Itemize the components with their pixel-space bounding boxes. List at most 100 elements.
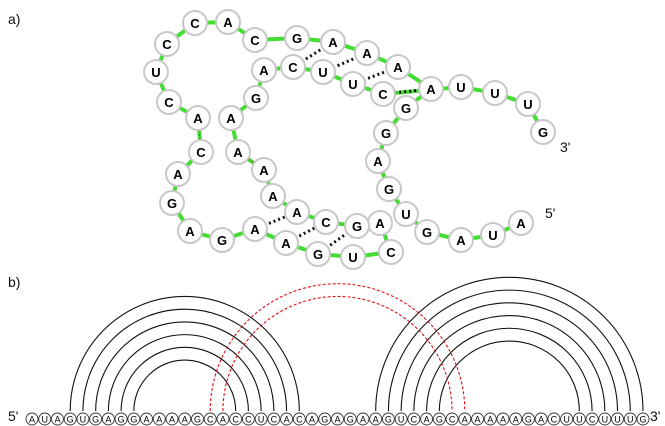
- nucleotide-label: A: [426, 82, 436, 97]
- base-pair-arc: [400, 302, 619, 412]
- nucleotide-label: A: [516, 216, 526, 231]
- nucleotide-node: G: [414, 219, 440, 245]
- sequence-letter: C: [449, 415, 456, 425]
- base-pair-arc: [133, 359, 237, 412]
- nucleotide-label: G: [422, 225, 432, 240]
- sequence-nucleotide: U: [623, 412, 637, 426]
- sequence-letter: C: [245, 415, 252, 425]
- sequence-letter: C: [271, 415, 278, 425]
- base-pair-arc: [82, 308, 288, 412]
- nucleotide-label: U: [401, 207, 410, 222]
- sequence-letter: C: [296, 415, 303, 425]
- sequence-nucleotide: G: [432, 412, 446, 426]
- nucleotide-label: G: [217, 233, 227, 248]
- sequence-nucleotide: C: [585, 412, 599, 426]
- sequence-letter: G: [347, 415, 354, 425]
- sequence-letter: C: [589, 415, 596, 425]
- nucleotide-label: U: [488, 228, 497, 243]
- nucleotide-node: G: [373, 120, 399, 146]
- nucleotide-node: A: [251, 57, 277, 83]
- nucleotide-node: G: [243, 85, 269, 111]
- nucleotide-node: G: [344, 213, 370, 239]
- sequence-nucleotide: U: [394, 412, 408, 426]
- sequence-letter: A: [156, 415, 162, 425]
- sequence-letter: U: [627, 415, 634, 425]
- sequence-letter: U: [258, 415, 265, 425]
- sequence-nucleotide: A: [51, 412, 64, 426]
- sequence-nucleotide: A: [165, 412, 179, 426]
- sequence-letter: A: [220, 415, 226, 425]
- sequence-letter: A: [182, 415, 188, 425]
- nucleotide-label: U: [318, 65, 327, 80]
- nucleotide-node: A: [165, 161, 191, 187]
- sequence-nucleotide: C: [229, 412, 243, 426]
- sequence-letter: A: [334, 415, 340, 425]
- nucleotide-node: A: [367, 210, 393, 236]
- sequence-letter: A: [54, 415, 60, 425]
- sequence-nucleotide: U: [38, 412, 52, 426]
- nucleotide-label: C: [250, 33, 260, 48]
- nucleotide-node: C: [242, 27, 268, 53]
- sequence-nucleotide: U: [254, 412, 268, 426]
- nucleotide-label: C: [190, 16, 200, 31]
- sequence-nucleotide: A: [534, 412, 548, 426]
- sequence-letter: U: [602, 415, 609, 425]
- nucleotide-label: G: [292, 31, 302, 46]
- sequence-letter: U: [41, 415, 48, 425]
- sequence-nucleotide: A: [178, 412, 192, 426]
- nucleotide-label: G: [384, 182, 394, 197]
- nucleotide-label: C: [288, 60, 298, 75]
- nucleotide-node: C: [182, 10, 208, 36]
- sequence-nucleotide: C: [241, 412, 255, 426]
- sequence-letter: A: [462, 415, 468, 425]
- nucleotide-node: A: [354, 40, 380, 66]
- nucleotide-label: A: [193, 111, 203, 126]
- sequence-nucleotide: G: [636, 412, 650, 426]
- nucleotide-label: A: [259, 63, 269, 78]
- nucleotide-node: G: [305, 241, 331, 267]
- three-prime-label-b: 3': [650, 408, 660, 424]
- nucleotide-label: U: [348, 77, 357, 92]
- nucleotide-label: A: [328, 35, 338, 50]
- sequence-letter: G: [67, 415, 74, 425]
- nucleotide-label: A: [233, 145, 243, 160]
- nucleotide-label: U: [151, 65, 160, 80]
- nucleotide-label: A: [375, 216, 385, 231]
- nucleotide-label: U: [490, 86, 499, 101]
- sequence-letter: G: [525, 415, 532, 425]
- nucleotide-label: G: [167, 196, 177, 211]
- nucleotide-node: A: [251, 157, 277, 183]
- nucleotide-label: C: [321, 215, 331, 230]
- sequence-letter: G: [194, 415, 201, 425]
- sequence-nucleotide: C: [547, 412, 561, 426]
- sequence-nucleotide: A: [101, 412, 115, 426]
- sequence-letter: C: [232, 415, 239, 425]
- sequence-nucleotide: G: [127, 412, 141, 426]
- five-prime-label-a: 5': [545, 205, 555, 221]
- sequence-letter: A: [360, 415, 366, 425]
- nucleotide-node: A: [273, 230, 299, 256]
- sequence-nucleotide: A: [458, 412, 472, 426]
- sequence-letter: G: [436, 415, 443, 425]
- nucleotide-node: U: [143, 59, 169, 85]
- panel-b-label: b): [8, 274, 20, 290]
- nucleotide-node: U: [393, 201, 419, 227]
- base-pair-arc: [413, 315, 606, 412]
- nucleotide-node: G: [393, 95, 419, 121]
- base-pair-arc: [69, 296, 300, 412]
- nucleotide-node: U: [482, 80, 508, 106]
- nucleotide-node: U: [448, 74, 474, 100]
- sequence-nucleotide: C: [267, 412, 281, 426]
- nucleotide-node: A: [260, 183, 286, 209]
- sequence-letter: A: [513, 415, 519, 425]
- nucleotide-label: U: [456, 80, 465, 95]
- panel-a-label: a): [8, 11, 20, 27]
- nucleotide-node: A: [508, 210, 534, 236]
- sequence-letter: A: [29, 415, 35, 425]
- nucleotide-label: G: [352, 219, 362, 234]
- nucleotide-node: C: [378, 239, 404, 265]
- pseudoknot-arc: [222, 296, 453, 412]
- nucleotide-label: A: [259, 163, 269, 178]
- nucleotide-label: A: [268, 189, 278, 204]
